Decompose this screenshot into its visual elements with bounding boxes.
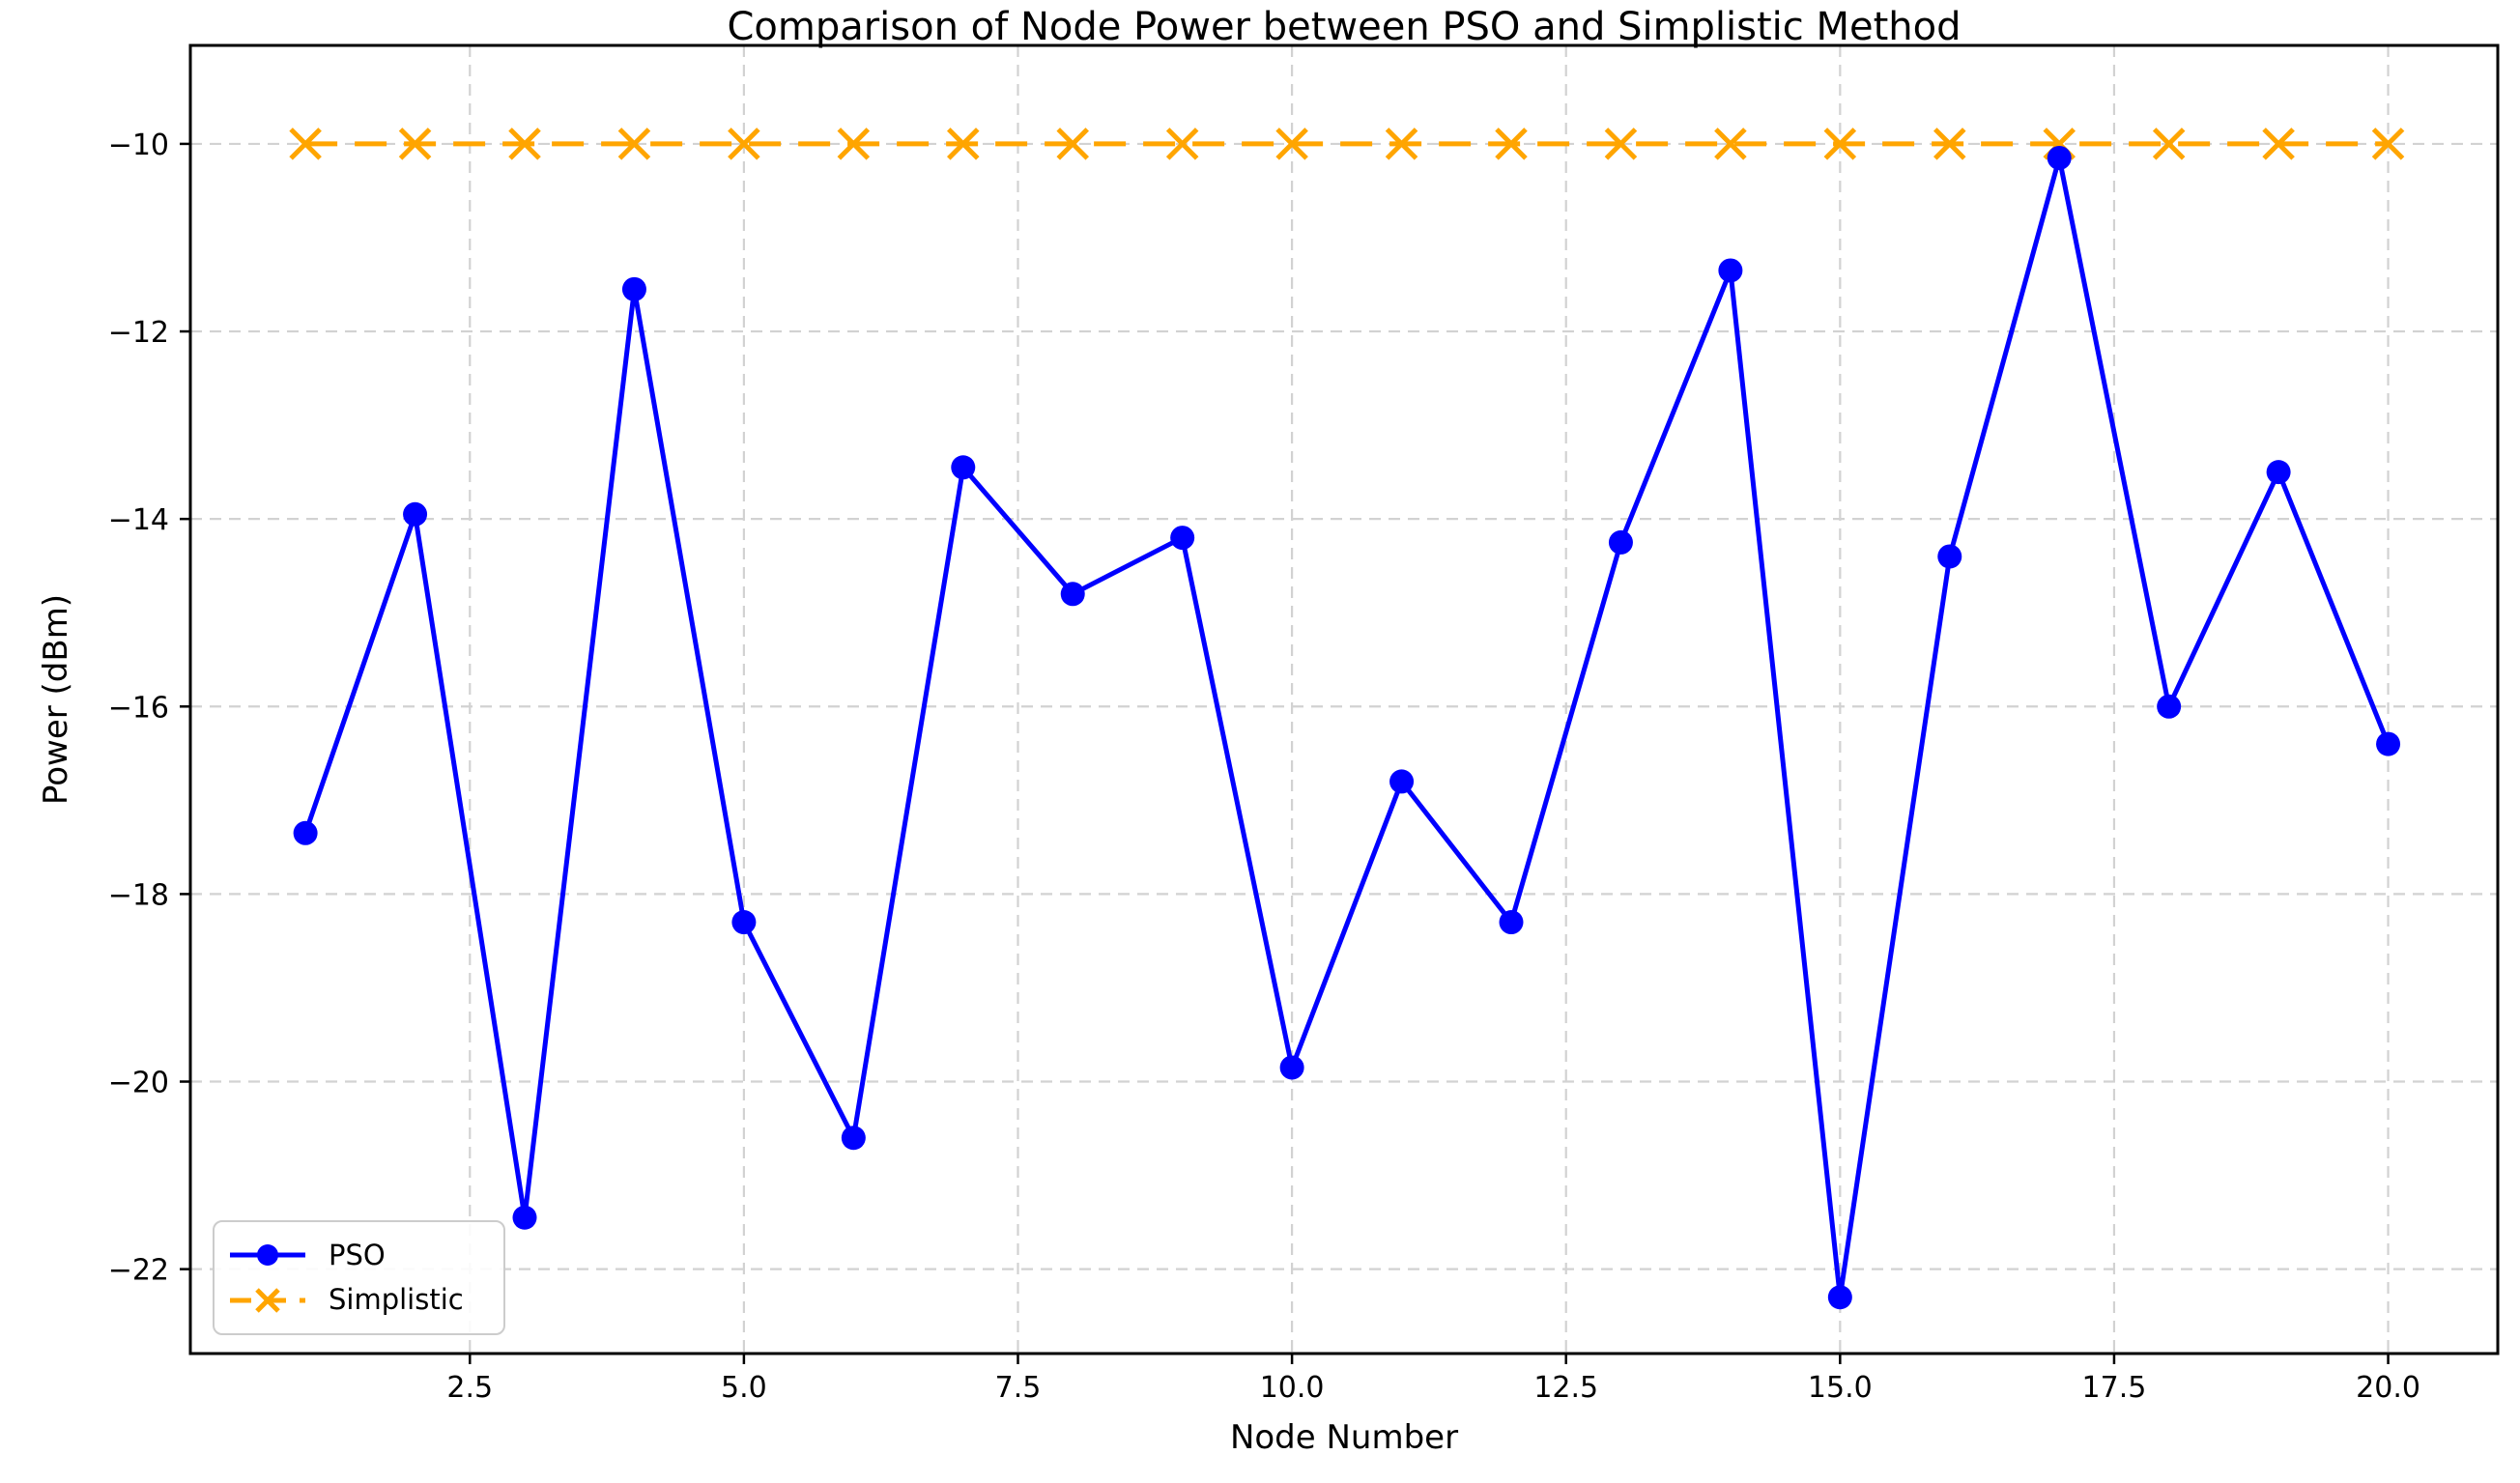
- simplistic-x-marker: [2262, 128, 2295, 160]
- x-tick-label: 17.5: [2082, 1371, 2147, 1405]
- x-tick-label: 15.0: [1808, 1371, 1873, 1405]
- simplistic-x-marker: [2152, 128, 2186, 160]
- pso-point-marker: [1937, 544, 1962, 569]
- simplistic-x-marker: [1495, 128, 1528, 160]
- legend: PSO Simplistic: [213, 1220, 505, 1335]
- pso-point-marker: [1170, 526, 1195, 551]
- simplistic-x-marker: [617, 128, 651, 160]
- pso-point-marker: [403, 501, 428, 527]
- y-axis-label: Power (dBm): [37, 593, 75, 806]
- pso-point-marker: [951, 455, 976, 480]
- x-tick-label: 7.5: [995, 1371, 1042, 1405]
- simplistic-x-marker: [1275, 128, 1308, 160]
- y-tick-label: −14: [108, 503, 169, 537]
- pso-point-marker: [1718, 258, 1743, 283]
- pso-point-marker: [1608, 529, 1633, 555]
- simplistic-x-marker: [728, 128, 760, 160]
- pso-point-marker: [512, 1205, 537, 1230]
- simplistic-x-marker: [1056, 128, 1089, 160]
- y-tick-label: −12: [108, 316, 169, 350]
- simplistic-x-marker: [1823, 128, 1857, 160]
- pso-point-marker: [1499, 910, 1524, 935]
- simplistic-x-marker: [1604, 128, 1638, 160]
- legend-label-pso: PSO: [329, 1238, 386, 1271]
- pso-point-marker: [731, 910, 757, 935]
- x-tick-label: 12.5: [1533, 1371, 1598, 1405]
- legend-item-simplistic: Simplistic: [228, 1285, 490, 1316]
- pso-point-marker: [2376, 731, 2401, 756]
- x-tick-label: 5.0: [721, 1371, 767, 1405]
- pso-point-marker: [2157, 694, 2182, 719]
- simplistic-x-marker: [947, 128, 980, 160]
- y-tick-label: −16: [108, 691, 169, 725]
- simplistic-x-marker: [398, 128, 432, 160]
- pso-point-marker: [2266, 460, 2291, 485]
- pso-point-marker: [293, 820, 318, 845]
- x-tick-label: 20.0: [2356, 1371, 2420, 1405]
- pso-point-marker: [1389, 769, 1415, 794]
- simplistic-legend-marker-icon: [255, 1287, 280, 1313]
- legend-item-pso: PSO: [228, 1240, 490, 1270]
- simplistic-x-marker: [289, 128, 322, 160]
- x-tick-label: 10.0: [1260, 1371, 1325, 1405]
- pso-line: [302, 155, 2391, 1300]
- simplistic-x-marker: [2371, 128, 2405, 160]
- pso-point-marker: [1060, 582, 1085, 607]
- simplistic-line-sample-icon: [230, 1287, 305, 1313]
- pso-line-sample-icon: [230, 1244, 305, 1267]
- simplistic-x-marker: [1385, 128, 1418, 160]
- pso-point-marker: [2047, 145, 2072, 170]
- y-tick-label: −18: [108, 878, 169, 912]
- simplistic-x-marker: [1165, 128, 1199, 160]
- x-axis-label: Node Number: [1229, 1418, 1459, 1457]
- simplistic-x-marker: [837, 128, 871, 160]
- pso-legend-marker-icon: [257, 1244, 278, 1267]
- legend-label-simplistic: Simplistic: [329, 1283, 464, 1317]
- simplistic-x-marker: [1714, 128, 1747, 160]
- simplistic-x-marker: [508, 128, 541, 160]
- y-tick-label: −22: [108, 1254, 169, 1288]
- pso-point-marker: [1279, 1055, 1304, 1080]
- pso-point-marker: [621, 276, 646, 301]
- pso-point-marker: [841, 1126, 866, 1151]
- y-tick-label: −20: [108, 1067, 169, 1100]
- x-tick-label: 2.5: [446, 1371, 493, 1405]
- pso-point-marker: [1827, 1285, 1852, 1310]
- simplistic-x-marker: [1933, 128, 1966, 160]
- chart-title: Comparison of Node Power between PSO and…: [727, 5, 1962, 49]
- axes-spines: [188, 43, 2500, 1355]
- y-tick-label: −10: [108, 128, 169, 162]
